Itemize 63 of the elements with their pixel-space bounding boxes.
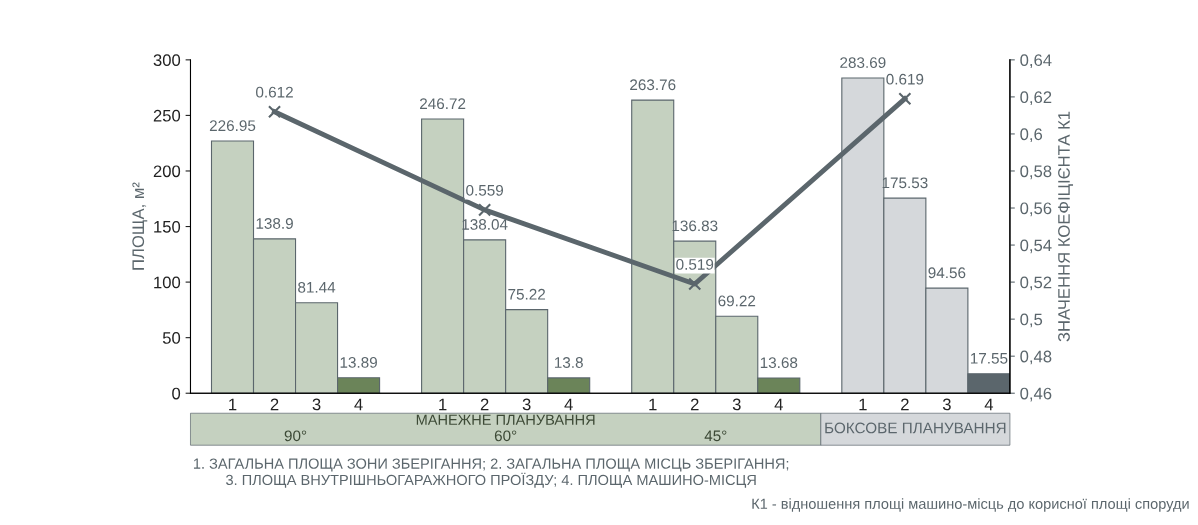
x-tick-label: 4 (984, 398, 994, 411)
data-label: 94.56 (928, 267, 966, 279)
data-label: 0.612 (256, 86, 293, 98)
y2-tick-label: 0,54 (1020, 239, 1052, 254)
data-label: 13.68 (760, 357, 798, 369)
y2-tick-label: 0,5 (1020, 313, 1043, 328)
data-label: 138.9 (256, 218, 293, 229)
data-label: 0.519 (676, 259, 714, 270)
y2-axis-title: ЗНАЧЕННЯ КОЕФІЦІЄНТА К1 (1058, 111, 1074, 342)
y-tick-label: 200 (153, 165, 181, 178)
y2-tick-label: 0,46 (1020, 387, 1052, 402)
x-tick-label: 3 (942, 398, 951, 411)
text: 90° (284, 430, 307, 442)
y-axis-title: ПЛОЩА, м² (132, 182, 148, 270)
y2-tick-label: 0,58 (1020, 165, 1052, 180)
x-tick-label: 4 (354, 398, 363, 411)
y2-tick-label: 0,56 (1020, 202, 1052, 217)
x-tick-label: 2 (270, 398, 279, 411)
x-tick-label: 1 (859, 398, 867, 411)
x-tick-label: 1 (439, 398, 447, 411)
x-tick-label: 1 (649, 398, 657, 411)
x-tick-label: 1 (229, 398, 237, 411)
point (898, 92, 912, 106)
y2-tick-label: 0,6 (1020, 128, 1043, 143)
y-tick-label: 150 (154, 220, 181, 233)
y2-tick-label: 0,62 (1020, 91, 1052, 106)
x-tick-label: 2 (480, 398, 489, 411)
data-label: 13.89 (340, 357, 377, 368)
y-tick-label: 50 (162, 332, 181, 344)
x-tick-label: 3 (312, 398, 321, 411)
data-label: 17.55 (970, 353, 1008, 364)
data-label: 226.95 (209, 120, 256, 132)
y2-tick-label: 0,64 (1020, 54, 1052, 69)
text: 60° (494, 430, 517, 442)
point (267, 105, 282, 119)
point (478, 203, 492, 217)
text: 1. ЗАГАЛЬНА ПЛОЩА ЗОНИ ЗБЕРІГАННЯ; 2. ЗАГАЛЬНА ПЛОЩА МІСЦЬ ЗБЕРІГАННЯ; 3. ПЛОЩА ВНУТРІШНЬОГАРАЖНОГО ПРОЇЗДУ; 4. ПЛОЩА МАШИНО-МІСЦЯ (193, 458, 789, 488)
data-label: 75.22 (508, 288, 546, 300)
y-tick-label: 300 (153, 54, 181, 67)
data-label: 283.69 (840, 57, 886, 69)
text: МАНЕЖНЕ ПЛАНУВАННЯ (416, 414, 595, 425)
x-tick-label: 4 (774, 398, 783, 411)
x-tick-label: 2 (690, 398, 699, 411)
text: БОКСОВЕ ПЛАНУВАННЯ (825, 422, 1006, 434)
y-tick-label: 250 (153, 109, 181, 122)
point (688, 277, 702, 291)
data-label: 263.76 (630, 79, 676, 91)
text: К1 - відношення площі машино-місць до корисної площі споруди (752, 498, 1189, 512)
x-tick-label: 2 (901, 398, 909, 411)
y2-tick-label: 0,48 (1020, 350, 1052, 365)
data-label: 81.44 (298, 281, 336, 293)
data-label: 69.22 (718, 295, 756, 307)
x-tick-label: 3 (732, 398, 741, 411)
y-tick-label: 100 (154, 276, 181, 289)
y2-tick-label: 0,52 (1020, 276, 1052, 291)
x-tick-label: 3 (522, 398, 531, 411)
x-tick-label: 4 (564, 398, 573, 411)
data-label: 0.619 (886, 73, 924, 85)
y-tick-label: 0 (172, 387, 181, 400)
data-label: 246.72 (420, 98, 466, 110)
data-label: 13.8 (554, 357, 583, 368)
text: 45° (704, 430, 727, 442)
data-label: 0.559 (466, 184, 504, 196)
